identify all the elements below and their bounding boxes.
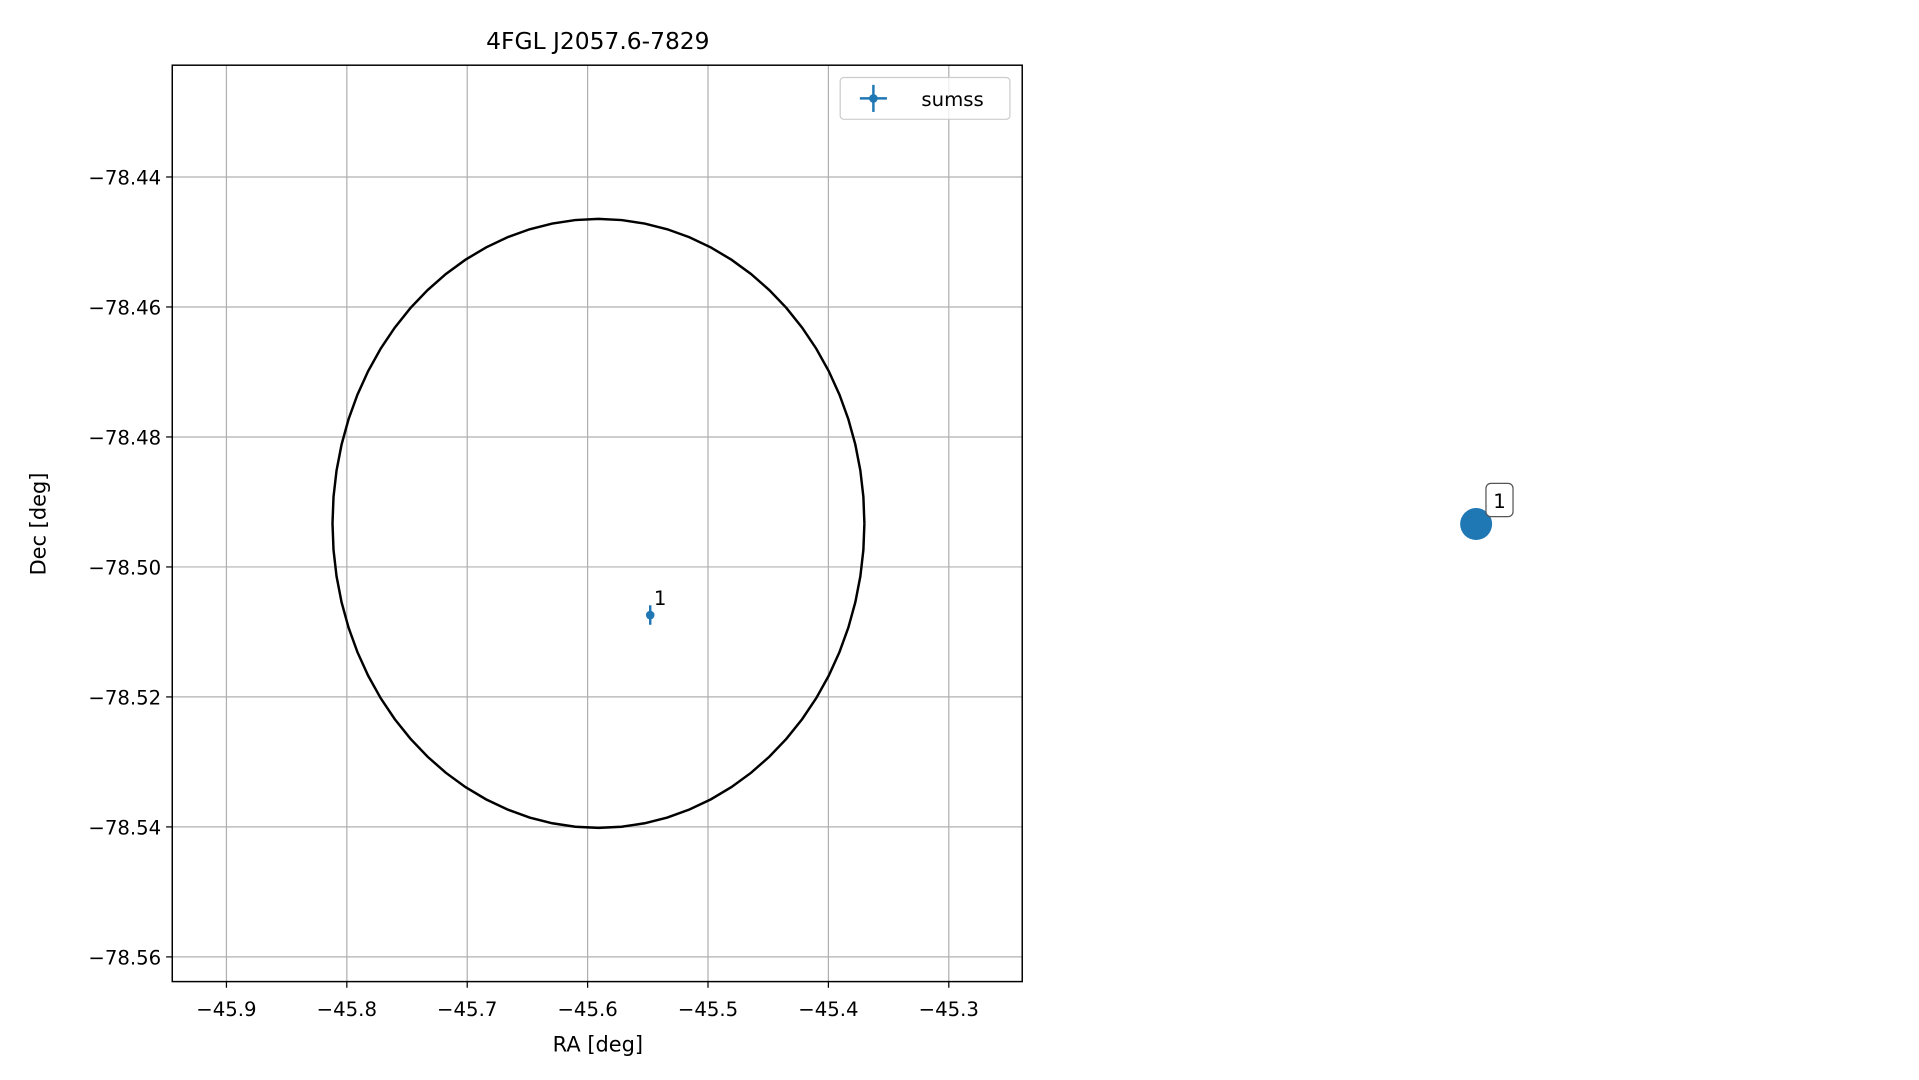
y-tick-label: −78.44 [88, 166, 161, 189]
y-tick-label: −78.52 [88, 686, 161, 709]
x-tick-label: −45.3 [919, 998, 979, 1021]
x-tick-label: −45.6 [557, 998, 617, 1021]
x-tick-label: −45.5 [678, 998, 738, 1021]
y-tick-label: −78.54 [88, 816, 161, 839]
legend-swatch [869, 94, 878, 103]
y-tick-label: −78.48 [88, 426, 161, 449]
axes-frame [171, 64, 1023, 983]
marker-label-box [1485, 482, 1514, 518]
x-axis-label: RA [deg] [553, 1033, 643, 1057]
y-tick-label: −78.46 [88, 296, 161, 319]
marker [1460, 508, 1493, 540]
legend-label: sumss [921, 88, 983, 111]
marker-label: 1 [1493, 490, 1506, 513]
x-tick-label: −45.4 [798, 998, 858, 1021]
error-ellipse [331, 217, 866, 830]
chart-title: 4FGL J2057.6-7829 [486, 27, 709, 55]
y-axis-label: Dec [deg] [27, 473, 51, 576]
y-tick-label: −78.50 [88, 556, 161, 579]
point [645, 610, 655, 620]
x-tick-label: −45.7 [437, 998, 497, 1021]
x-tick-label: −45.9 [196, 998, 256, 1021]
legend-box [839, 76, 1011, 120]
point-label: 1 [654, 587, 667, 610]
x-tick-label: −45.8 [317, 998, 377, 1021]
y-tick-label: −78.56 [88, 946, 161, 969]
